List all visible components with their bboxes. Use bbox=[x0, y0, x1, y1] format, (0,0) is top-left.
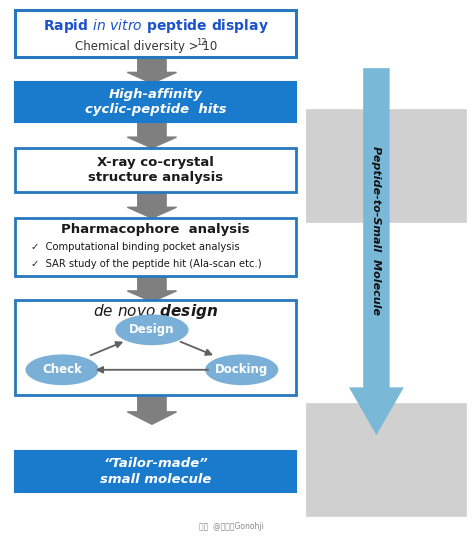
Text: ✓  Computational binding pocket analysis: ✓ Computational binding pocket analysis bbox=[31, 242, 240, 252]
Text: ✓  SAR study of the peptide hit (Ala-scan etc.): ✓ SAR study of the peptide hit (Ala-scan… bbox=[31, 259, 262, 269]
Text: Check: Check bbox=[42, 364, 82, 377]
Polygon shape bbox=[128, 57, 176, 83]
Polygon shape bbox=[128, 394, 176, 424]
Text: Rapid $\it{in\ vitro}$ peptide display: Rapid $\it{in\ vitro}$ peptide display bbox=[43, 17, 268, 35]
FancyBboxPatch shape bbox=[15, 148, 296, 192]
FancyBboxPatch shape bbox=[15, 82, 296, 122]
Text: “Tailor-made”
small molecule: “Tailor-made” small molecule bbox=[100, 457, 211, 486]
FancyBboxPatch shape bbox=[306, 403, 466, 516]
FancyBboxPatch shape bbox=[15, 300, 296, 394]
Polygon shape bbox=[128, 276, 176, 302]
Text: Docking: Docking bbox=[215, 364, 268, 377]
Ellipse shape bbox=[115, 314, 189, 345]
Polygon shape bbox=[128, 122, 176, 148]
Text: High-affinity
cyclic-peptide  hits: High-affinity cyclic-peptide hits bbox=[85, 88, 226, 116]
Text: 12: 12 bbox=[197, 38, 207, 47]
Text: 知乎  @御能导Gonohji: 知乎 @御能导Gonohji bbox=[199, 522, 264, 531]
Polygon shape bbox=[349, 68, 404, 435]
Text: Pharmacophore  analysis: Pharmacophore analysis bbox=[61, 223, 250, 236]
Text: Design: Design bbox=[129, 324, 175, 337]
Polygon shape bbox=[128, 192, 176, 218]
FancyBboxPatch shape bbox=[306, 109, 466, 222]
FancyBboxPatch shape bbox=[15, 10, 296, 57]
Text: X-ray co-crystal
structure analysis: X-ray co-crystal structure analysis bbox=[88, 156, 223, 184]
FancyBboxPatch shape bbox=[15, 451, 296, 492]
Text: Chemical diversity > 10: Chemical diversity > 10 bbox=[75, 41, 217, 54]
FancyBboxPatch shape bbox=[15, 217, 296, 276]
Ellipse shape bbox=[205, 354, 278, 385]
Text: Peptide-to-Small  Molecule: Peptide-to-Small Molecule bbox=[372, 146, 382, 314]
Text: $\it{de\ novo}$ design: $\it{de\ novo}$ design bbox=[93, 302, 218, 321]
Ellipse shape bbox=[26, 354, 99, 385]
